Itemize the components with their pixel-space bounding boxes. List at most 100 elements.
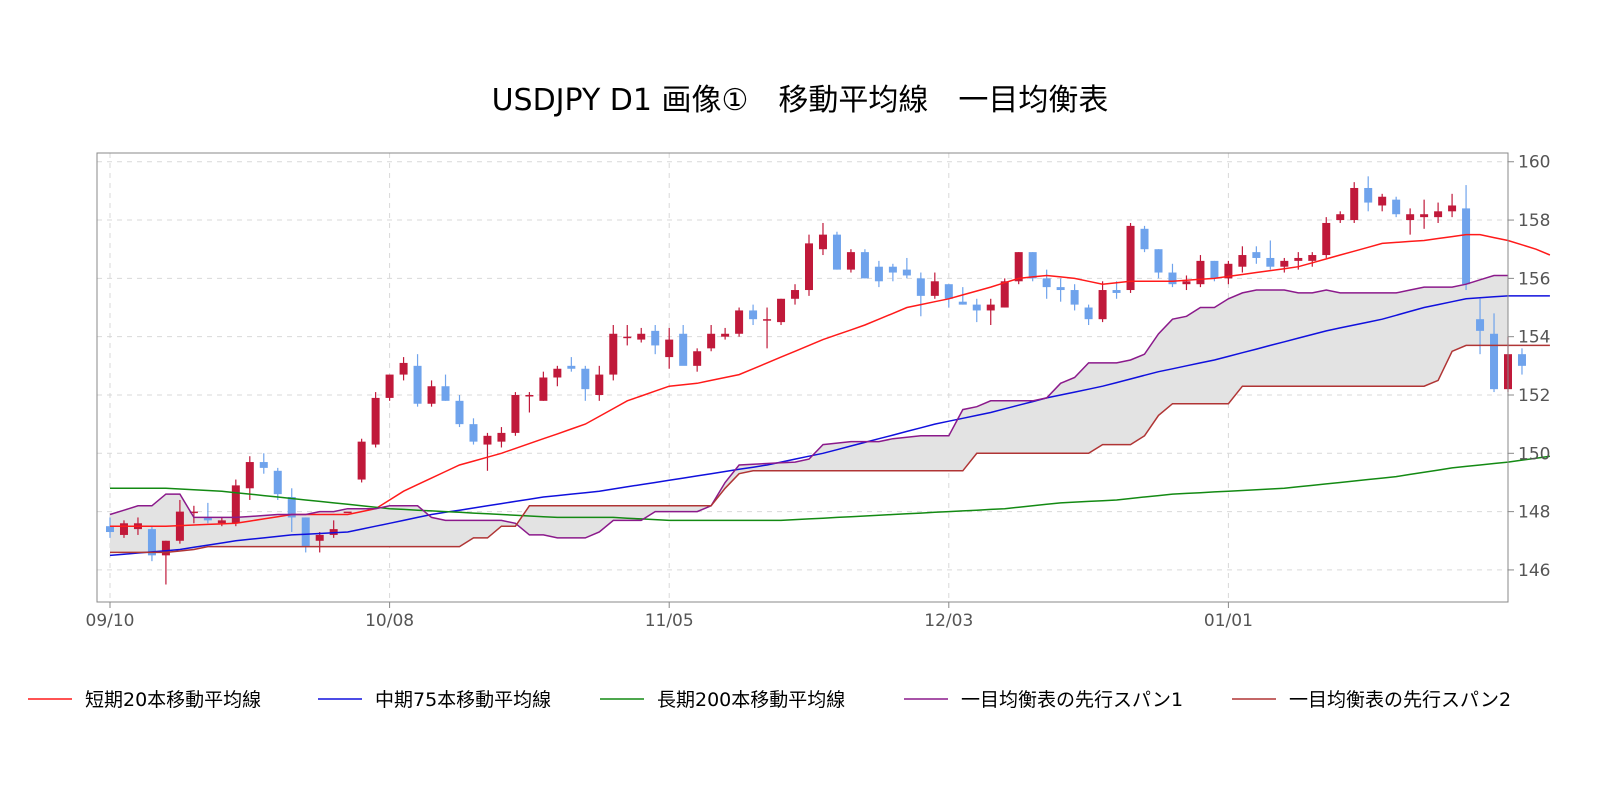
candle-body-up <box>1182 281 1191 285</box>
ichimoku-cloud <box>110 275 1508 553</box>
candle-body-down <box>832 234 841 270</box>
candle-body-up <box>721 333 730 337</box>
candle-body-up <box>930 281 939 296</box>
candle-body-down <box>1517 354 1526 366</box>
candle-body-up <box>511 394 520 433</box>
candle-body-down <box>259 462 268 468</box>
candle-body-up <box>595 374 604 395</box>
candle-body-up <box>1014 252 1023 282</box>
candle-body-up <box>1224 263 1233 279</box>
candle-body-down <box>106 526 114 533</box>
candle-body-up <box>119 523 128 535</box>
candle-body-up <box>777 298 786 323</box>
x-tick-label: 11/05 <box>645 611 694 631</box>
candle-body-up <box>986 304 995 311</box>
candle-body-up <box>1280 260 1289 267</box>
candle-body-up <box>1000 281 1009 308</box>
series-line <box>109 274 1508 539</box>
legend-label: 短期20本移動平均線 <box>85 689 261 711</box>
legend-label: 一目均衡表の先行スパン2 <box>1289 689 1511 711</box>
candle-body-down <box>902 269 911 276</box>
plot-frame <box>96 152 1509 603</box>
candle-body-up <box>245 462 254 489</box>
y-tick-label: 154 <box>1518 328 1550 348</box>
y-tick-label: 156 <box>1518 269 1550 289</box>
candle-body-up <box>693 351 702 366</box>
candle-body-up <box>1308 255 1317 261</box>
candle-body-down <box>1028 252 1037 279</box>
candle-body-up <box>539 377 548 401</box>
x-tick-label: 09/10 <box>86 611 135 631</box>
candle-body-up <box>707 333 716 349</box>
candle-body-up <box>1434 211 1443 218</box>
candle-body-down <box>1056 287 1065 291</box>
candle-body-up <box>805 243 813 291</box>
series-line <box>109 295 1550 557</box>
series-line <box>110 344 1550 554</box>
candle-body-down <box>749 310 758 320</box>
y-tick-label: 150 <box>1518 444 1550 464</box>
candle-body-down <box>581 368 590 390</box>
candle-body-up <box>497 432 506 442</box>
candle-body-up <box>189 511 198 514</box>
candle-body-up <box>343 511 352 514</box>
candle-body-down <box>147 529 156 556</box>
candle-body-down <box>972 304 981 311</box>
candle-body-up <box>763 319 772 321</box>
candle-body-up <box>161 540 170 556</box>
candle-body-up <box>1294 257 1303 261</box>
candle-body-up <box>1448 205 1457 212</box>
indicator-lines <box>109 233 1551 557</box>
y-tick-label: 158 <box>1518 211 1550 231</box>
candle-body-up <box>623 336 632 339</box>
legend-label: 中期75本移動平均線 <box>375 689 551 711</box>
candle-body-up <box>1196 260 1205 285</box>
candle-body-up <box>1378 196 1387 206</box>
candle-body-up <box>371 397 380 445</box>
candle-body-up <box>791 290 800 299</box>
candle-body-down <box>651 330 660 346</box>
candle-body-up <box>525 394 534 397</box>
y-tick-label: 146 <box>1518 561 1550 581</box>
candle-body-down <box>1042 278 1051 288</box>
candle-body-down <box>203 517 212 521</box>
candle-body-down <box>1462 208 1471 285</box>
candle-body-up <box>818 234 827 250</box>
chart-title: USDJPY D1 画像① 移動平均線 一目均衡表 <box>492 83 1109 118</box>
candle-body-down <box>888 266 897 273</box>
ichimoku-cloud-fill <box>110 275 1508 553</box>
legend-label: 一目均衡表の先行スパン1 <box>961 689 1183 711</box>
x-axis: 09/10 10/08 11/05 12/03 01/01 <box>86 602 1253 631</box>
candle-body-up <box>329 529 338 535</box>
y-axis: 146 148 150 152 154 156 158 160 <box>1508 153 1550 581</box>
x-tick-label: 12/03 <box>924 611 973 631</box>
candle-body-up <box>1406 214 1415 221</box>
candle-body-up <box>217 520 226 524</box>
candle-body-down <box>860 252 869 279</box>
candle-body-down <box>413 365 422 404</box>
candle-body-down <box>1168 272 1177 285</box>
candle-body-down <box>301 517 310 547</box>
candle-body-down <box>1070 290 1079 305</box>
candle-body-up <box>637 333 646 340</box>
candle-body-up <box>1126 225 1135 291</box>
candle-body-up <box>385 374 394 398</box>
candle-body-down <box>1140 228 1149 250</box>
candle-body-up <box>357 441 366 480</box>
candle-body-down <box>1266 257 1275 267</box>
y-tick-label: 148 <box>1518 503 1550 523</box>
candle-body-down <box>469 424 478 442</box>
x-tick-label: 10/08 <box>365 611 414 631</box>
candle-body-down <box>455 400 464 425</box>
candle-body-up <box>665 339 674 358</box>
candle-body-up <box>735 310 744 334</box>
candle-body-down <box>1084 307 1093 320</box>
candle-body-up <box>1350 187 1359 221</box>
candle-body-up <box>609 333 618 375</box>
candle-body-up <box>483 435 492 445</box>
candle-body-up <box>1420 214 1429 218</box>
candle-body-up <box>399 362 408 375</box>
legend: 短期20本移動平均線 中期75本移動平均線 長期200本移動平均線 一目均衡表の先行ス… <box>28 689 1511 711</box>
candle-body-down <box>916 278 925 296</box>
